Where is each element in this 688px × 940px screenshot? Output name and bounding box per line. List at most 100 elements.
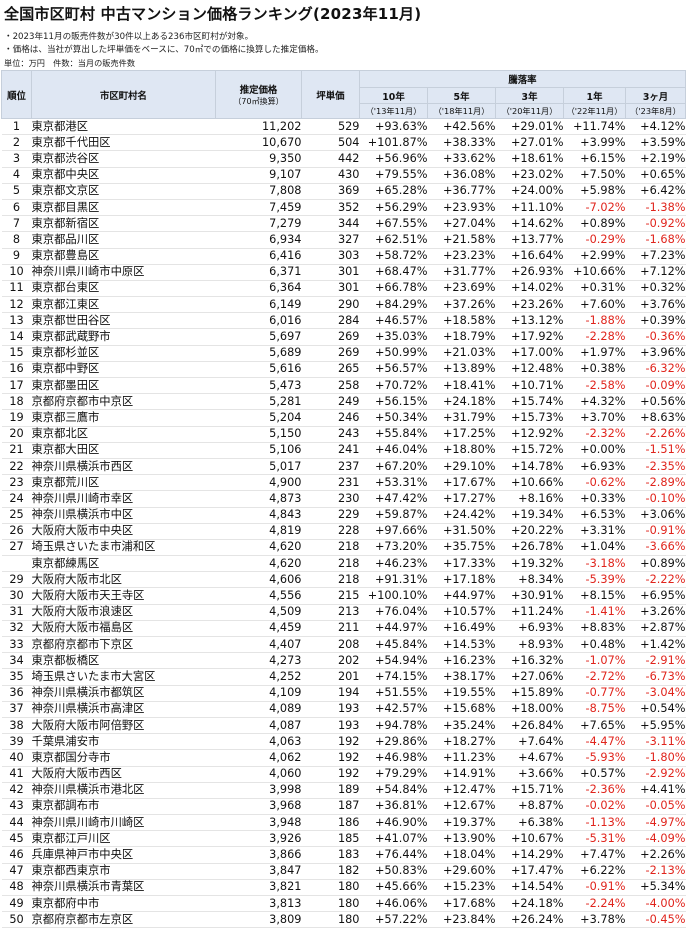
- change-1y-cell: +0.48%: [563, 636, 626, 654]
- change-5y-cell: +14.91%: [427, 766, 496, 783]
- estimated-price-cell: 4,273: [215, 652, 302, 670]
- change-1y-cell: -2.58%: [563, 377, 626, 395]
- table-row: 24 神奈川県川崎市幸区 4,873 230 +47.42% +17.27% +8.16% +…: [1, 490, 686, 508]
- change-5y-cell: +31.79%: [427, 409, 496, 427]
- tsubo-price-cell: 192: [301, 733, 360, 751]
- change-10y-cell: +100.10%: [359, 587, 428, 605]
- municipality-cell: 神奈川県横浜市高津区: [31, 701, 216, 718]
- tsubo-price-cell: 180: [301, 879, 360, 897]
- change-3y-cell: +15.72%: [495, 442, 564, 459]
- tsubo-price-cell: 369: [301, 183, 360, 200]
- change-10y-cell: +55.84%: [359, 426, 428, 443]
- note-units: 単位：万円 件数：当月の販売件数: [4, 58, 136, 68]
- rank-cell: 26: [1, 523, 32, 540]
- estimated-price-cell: 4,606: [215, 571, 302, 589]
- change-1y-cell: -1.88%: [563, 312, 626, 330]
- municipality-cell: 神奈川県横浜市都筑区: [31, 685, 216, 702]
- change-3m-cell: +0.56%: [625, 393, 686, 411]
- tsubo-price-cell: 258: [301, 377, 360, 395]
- tsubo-price-cell: 201: [301, 668, 360, 686]
- municipality-cell: 東京都墨田区: [31, 377, 216, 395]
- estimated-price-cell: 3,968: [215, 798, 302, 816]
- tsubo-price-cell: 215: [301, 587, 360, 605]
- change-3m-cell: -1.38%: [625, 199, 686, 217]
- rank-cell: 13: [1, 312, 32, 330]
- rank-cell: 12: [1, 296, 32, 314]
- municipality-cell: 東京都中央区: [31, 167, 216, 184]
- change-3y-cell: +16.32%: [495, 652, 564, 670]
- change-5y-cell: +29.10%: [427, 458, 496, 476]
- change-5y-cell: +18.58%: [427, 312, 496, 330]
- change-10y-cell: +54.84%: [359, 782, 428, 799]
- change-1y-cell: +0.00%: [563, 442, 626, 459]
- rank-cell: 38: [1, 717, 32, 735]
- table-row: 20 東京都北区 5,150 243 +55.84% +17.25% +12.92% -2.3…: [1, 426, 686, 443]
- change-3y-cell: +17.47%: [495, 863, 564, 880]
- table-row: 18 京都府京都市中京区 5,281 249 +56.15% +24.18% +15.74%…: [1, 393, 686, 411]
- rank-cell: 7: [1, 215, 32, 233]
- change-5y-cell: +17.18%: [427, 571, 496, 589]
- change-1y-cell: -1.41%: [563, 604, 626, 621]
- tsubo-price-cell: 193: [301, 701, 360, 718]
- change-3m-cell: -0.10%: [625, 490, 686, 508]
- tsubo-price-cell: 269: [301, 345, 360, 362]
- table-row: 36 神奈川県横浜市都筑区 4,109 194 +51.55% +19.55% +15.89…: [1, 685, 686, 702]
- header-date-3y: （'20年11月）: [495, 103, 564, 119]
- estimated-price-cell: 5,204: [215, 409, 302, 427]
- tsubo-price-cell: 301: [301, 280, 360, 298]
- ranking-table: 順位 市区町村名 推定価格 （70㎡換算） 坪単価 騰落率 10年 5年 3年 …: [1, 70, 686, 929]
- change-3y-cell: +30.91%: [495, 587, 564, 605]
- rank-cell: 27: [1, 539, 32, 557]
- change-5y-cell: +18.80%: [427, 442, 496, 459]
- change-3y-cell: +16.64%: [495, 248, 564, 265]
- municipality-cell: 東京都中野区: [31, 361, 216, 379]
- tsubo-price-cell: 202: [301, 652, 360, 670]
- change-1y-cell: +7.65%: [563, 717, 626, 735]
- estimated-price-cell: 6,934: [215, 231, 302, 249]
- rank-cell: 11: [1, 280, 32, 298]
- change-3y-cell: +26.93%: [495, 264, 564, 281]
- table-row: 10 神奈川県川崎市中原区 6,371 301 +68.47% +31.77% +26.93…: [1, 264, 686, 281]
- table-row: 3 東京都渋谷区 9,350 442 +56.96% +33.62% +18.61% +6.1…: [1, 150, 686, 168]
- estimated-price-cell: 5,106: [215, 442, 302, 459]
- estimated-price-cell: 3,998: [215, 782, 302, 799]
- municipality-cell: 東京都江東区: [31, 296, 216, 314]
- change-5y-cell: +42.56%: [427, 118, 496, 136]
- municipality-cell: 神奈川県川崎市中原区: [31, 264, 216, 281]
- note-target: ・2023年11月の販売件数が30件以上ある236市区町村が対象。: [4, 32, 254, 42]
- municipality-cell: 大阪府大阪市北区: [31, 571, 216, 589]
- tsubo-price-cell: 211: [301, 620, 360, 638]
- table-row: 21 東京都大田区 5,106 241 +46.04% +18.80% +15.72% +0.…: [1, 442, 686, 459]
- change-1y-cell: -8.75%: [563, 701, 626, 718]
- change-3y-cell: +15.74%: [495, 393, 564, 411]
- table-row: 29 大阪府大阪市北区 4,606 218 +91.31% +17.18% +8.34% -5…: [1, 571, 686, 589]
- change-1y-cell: -5.93%: [563, 749, 626, 767]
- estimated-price-cell: 4,459: [215, 620, 302, 638]
- table-row: 31 大阪府大阪市浪速区 4,509 213 +76.04% +10.57% +11.24%…: [1, 604, 686, 621]
- change-5y-cell: +24.18%: [427, 393, 496, 411]
- change-3m-cell: -1.51%: [625, 442, 686, 459]
- change-5y-cell: +19.55%: [427, 685, 496, 702]
- table-row: 25 神奈川県横浜市中区 4,843 229 +59.87% +24.42% +19.34%…: [1, 507, 686, 524]
- change-10y-cell: +46.23%: [359, 555, 428, 573]
- change-10y-cell: +76.04%: [359, 604, 428, 621]
- change-10y-cell: +66.78%: [359, 280, 428, 298]
- header-estimated-price-sub: （70㎡換算）: [233, 97, 284, 106]
- rank-cell: 30: [1, 587, 32, 605]
- change-1y-cell: +7.50%: [563, 167, 626, 184]
- municipality-cell: 東京都武蔵野市: [31, 328, 216, 346]
- header-estimated-price: 推定価格 （70㎡換算）: [215, 70, 302, 119]
- rank-cell: 46: [1, 846, 32, 864]
- table-header: 順位 市区町村名 推定価格 （70㎡換算） 坪単価 騰落率 10年 5年 3年 …: [1, 70, 686, 119]
- change-3m-cell: -6.32%: [625, 361, 686, 379]
- change-1y-cell: +3.31%: [563, 523, 626, 540]
- estimated-price-cell: 4,087: [215, 717, 302, 735]
- header-period-3m: 3ヶ月: [625, 87, 686, 104]
- change-3y-cell: +26.24%: [495, 911, 564, 929]
- change-3y-cell: +29.01%: [495, 118, 564, 136]
- change-1y-cell: +3.78%: [563, 911, 626, 929]
- change-3m-cell: +0.65%: [625, 167, 686, 184]
- tsubo-price-cell: 284: [301, 312, 360, 330]
- change-3m-cell: -0.09%: [625, 377, 686, 395]
